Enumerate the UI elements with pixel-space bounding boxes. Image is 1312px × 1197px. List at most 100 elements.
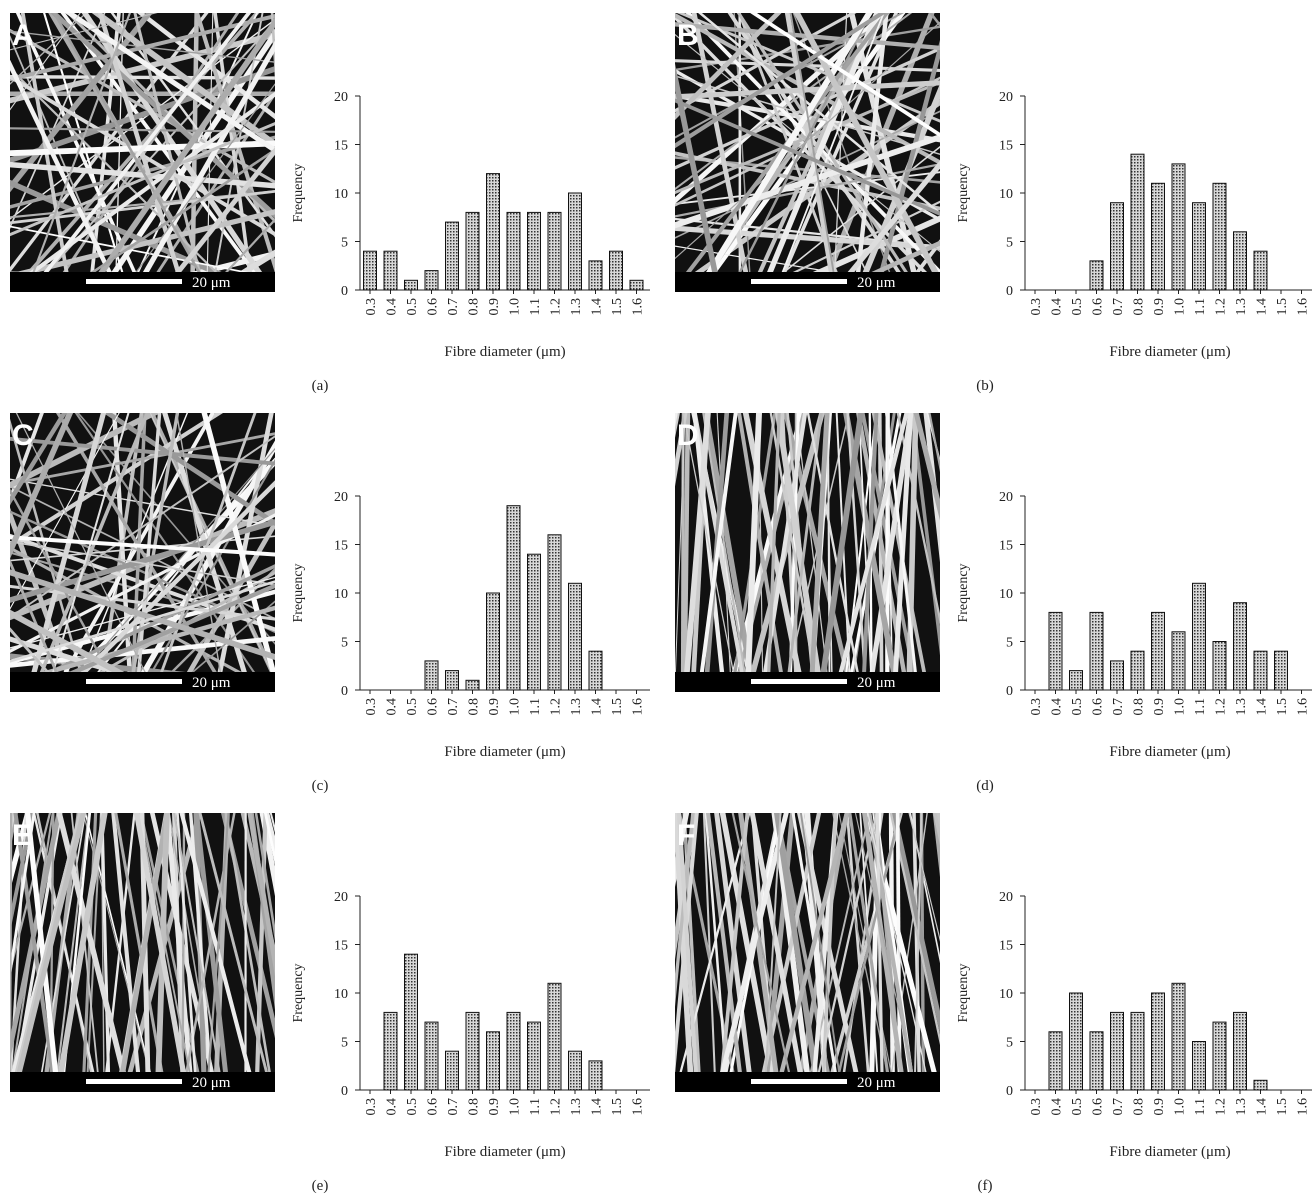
x-tick-label: 0.8 bbox=[467, 298, 482, 316]
fibre bbox=[856, 413, 910, 692]
fibres: 20 μm D bbox=[675, 413, 940, 692]
fibre bbox=[175, 413, 225, 692]
y-axis-label: Frequency bbox=[291, 163, 306, 222]
fibre bbox=[10, 413, 74, 559]
y-tick-label: 15 bbox=[999, 539, 1013, 554]
bar bbox=[1110, 1011, 1124, 1091]
fibre bbox=[25, 13, 131, 292]
x-tick-label: 1.6 bbox=[1296, 298, 1311, 316]
fibres: 20 μm C bbox=[10, 413, 275, 692]
y-tick-label: 15 bbox=[999, 939, 1013, 954]
fibre bbox=[159, 147, 275, 292]
x-tick-label: 1.0 bbox=[1173, 698, 1188, 716]
fibre bbox=[675, 134, 940, 229]
x-tick-label: 1.3 bbox=[569, 298, 584, 316]
fibre bbox=[854, 813, 918, 1092]
fibre bbox=[675, 13, 857, 113]
fibre bbox=[10, 435, 275, 619]
x-tick-label: 0.4 bbox=[1050, 298, 1065, 316]
fibre bbox=[675, 413, 678, 428]
x-tick-label: 1.2 bbox=[549, 298, 564, 316]
fibre bbox=[205, 813, 230, 1092]
y-axis-label: Frequency bbox=[291, 963, 306, 1022]
x-tick-label: 0.4 bbox=[385, 1098, 400, 1116]
bar bbox=[1130, 1011, 1145, 1091]
bar bbox=[568, 1050, 582, 1091]
fibre bbox=[194, 813, 231, 1092]
fibre bbox=[10, 30, 275, 63]
bar bbox=[1192, 582, 1206, 691]
bar bbox=[424, 660, 439, 691]
fibre bbox=[675, 413, 680, 438]
fibre bbox=[675, 21, 940, 260]
fibre bbox=[696, 13, 906, 292]
x-tick-label: 0.3 bbox=[364, 698, 379, 716]
x-axis-label: Fibre diameter (μm) bbox=[444, 744, 565, 760]
fibre bbox=[10, 584, 275, 621]
fibre bbox=[10, 13, 158, 51]
bar bbox=[629, 279, 644, 291]
x-tick-label: 0.6 bbox=[1091, 1098, 1106, 1116]
fibre bbox=[181, 813, 186, 1092]
y-tick-label: 10 bbox=[334, 587, 348, 602]
x-tick-label: 1.1 bbox=[528, 1098, 543, 1116]
fibre bbox=[259, 813, 275, 897]
bar bbox=[445, 221, 459, 291]
x-tick-label: 1.0 bbox=[508, 698, 523, 716]
y-axis-label: Frequency bbox=[956, 163, 971, 222]
fibre bbox=[10, 13, 153, 193]
fibre bbox=[133, 813, 190, 1092]
panel-label: E bbox=[12, 819, 32, 852]
fibre bbox=[675, 46, 940, 170]
fibre bbox=[675, 13, 887, 149]
sem-image: 20 μm F bbox=[675, 813, 940, 1092]
x-tick-label: 1.4 bbox=[590, 698, 605, 716]
y-tick-label: 0 bbox=[1006, 284, 1013, 299]
fibre bbox=[213, 413, 274, 692]
y-tick-label: 5 bbox=[341, 636, 348, 651]
y-axis-label: Frequency bbox=[956, 963, 971, 1022]
x-tick-label: 1.5 bbox=[1275, 1098, 1290, 1116]
fibre bbox=[37, 813, 87, 1092]
fibre bbox=[875, 813, 884, 1092]
scale-bar bbox=[751, 279, 847, 284]
bar bbox=[506, 211, 521, 291]
fibre bbox=[757, 145, 940, 292]
fibre bbox=[10, 13, 81, 111]
fibre bbox=[936, 813, 940, 829]
bar bbox=[1212, 1021, 1227, 1091]
y-tick-label: 20 bbox=[999, 890, 1013, 905]
fibre bbox=[682, 413, 691, 692]
fibre bbox=[26, 413, 107, 692]
fibre bbox=[54, 813, 90, 1092]
fibre bbox=[675, 813, 695, 1092]
bar bbox=[568, 582, 582, 691]
bar bbox=[1151, 611, 1165, 691]
bar bbox=[465, 1011, 480, 1091]
fibre bbox=[10, 13, 88, 85]
fibre bbox=[748, 13, 880, 292]
x-tick-label: 1.0 bbox=[1173, 1098, 1188, 1116]
fibre bbox=[50, 13, 275, 219]
fibre bbox=[206, 249, 275, 292]
x-tick-label: 0.6 bbox=[1091, 298, 1106, 316]
y-tick-label: 10 bbox=[999, 587, 1013, 602]
x-tick-label: 1.4 bbox=[1255, 1098, 1270, 1116]
fibre bbox=[10, 127, 275, 133]
fibre bbox=[10, 653, 275, 688]
bar bbox=[1171, 982, 1186, 1091]
caption: (a) bbox=[312, 378, 329, 394]
bar bbox=[506, 1011, 521, 1091]
x-tick-label: 0.3 bbox=[1029, 1098, 1044, 1116]
fibre bbox=[10, 485, 275, 620]
fibre bbox=[821, 813, 838, 1092]
y-tick-label: 15 bbox=[334, 939, 348, 954]
x-axis-label: Fibre diameter (μm) bbox=[1109, 744, 1230, 760]
x-tick-label: 0.8 bbox=[467, 698, 482, 716]
bar bbox=[609, 250, 623, 291]
bar bbox=[588, 260, 603, 291]
x-tick-label: 1.1 bbox=[528, 298, 543, 316]
x-tick-label: 0.4 bbox=[1050, 698, 1065, 716]
scale-label: 20 μm bbox=[857, 675, 896, 691]
fibre bbox=[923, 413, 940, 563]
